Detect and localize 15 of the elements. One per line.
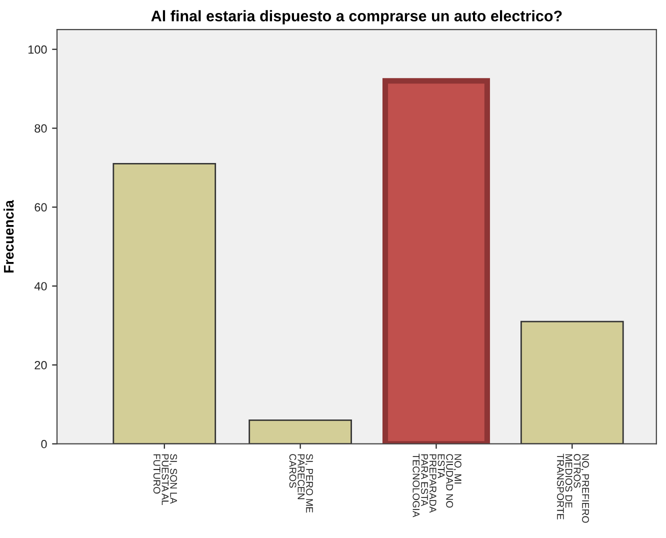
bar (520, 320, 624, 444)
chart-title: Al final estaria dispuesto a comprarse un auto electrico? (151, 10, 562, 24)
y-tick-label: 60 (34, 203, 47, 212)
x-tick-label: NO, PREFIERO OTROS MEDIOS DE TRANSPORTE (556, 454, 589, 523)
x-tick-label: SI, SON LA PUESTA AL FUTURO (153, 454, 178, 505)
x-tick-label: SI, PERO ME PARECEN CAROS (289, 454, 313, 513)
y-tick-label: 100 (28, 45, 47, 54)
bar (112, 163, 216, 444)
x-tick-label: NO, MI CIUDAD NO ESTA PREPARADA PARA ESTA TECNOLOGIA (412, 454, 462, 518)
y-axis-title: Frecuencia (4, 200, 14, 272)
y-tick-label: 0 (41, 440, 47, 448)
y-tick-label: 80 (34, 124, 47, 133)
y-tick-label: 40 (34, 282, 47, 290)
y-tick-label: 20 (34, 360, 47, 370)
bar (248, 419, 352, 444)
